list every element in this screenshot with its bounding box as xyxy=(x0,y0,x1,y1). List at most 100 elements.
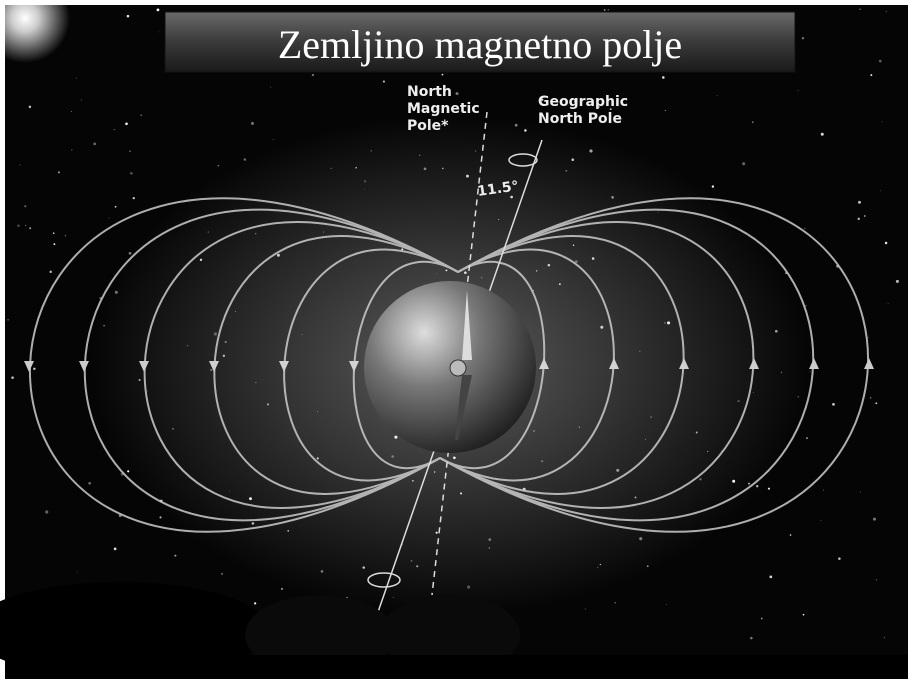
star xyxy=(868,337,869,338)
star xyxy=(29,227,31,229)
star xyxy=(157,9,160,12)
star xyxy=(33,368,35,370)
star xyxy=(838,557,841,560)
label-line: Magnetic xyxy=(407,101,480,117)
star xyxy=(88,482,91,485)
star xyxy=(127,15,130,18)
star xyxy=(802,37,804,39)
star xyxy=(879,60,882,63)
star xyxy=(109,218,110,219)
star xyxy=(7,319,9,321)
star xyxy=(114,129,115,130)
star xyxy=(254,602,256,604)
star xyxy=(115,206,117,208)
star xyxy=(221,573,223,575)
star xyxy=(798,90,799,91)
star xyxy=(662,76,665,79)
star xyxy=(53,243,55,245)
star xyxy=(832,403,835,406)
label-line: North Pole xyxy=(538,111,622,127)
star xyxy=(81,100,82,101)
star xyxy=(888,303,889,304)
star xyxy=(58,171,60,173)
star xyxy=(870,397,871,398)
star xyxy=(858,218,860,220)
star xyxy=(174,555,176,557)
star xyxy=(864,215,866,217)
star xyxy=(880,190,881,191)
slide: Zemljino magnetno polje North Magnetic P… xyxy=(0,0,913,684)
star xyxy=(803,614,805,616)
star xyxy=(129,150,131,152)
star xyxy=(77,571,78,572)
star xyxy=(769,576,772,579)
star xyxy=(752,121,753,122)
star xyxy=(717,95,718,96)
star xyxy=(456,92,459,95)
star xyxy=(24,205,26,207)
star xyxy=(876,579,877,580)
star xyxy=(875,402,877,404)
star xyxy=(25,225,26,226)
star xyxy=(858,201,861,204)
star xyxy=(29,106,31,108)
star xyxy=(886,11,887,12)
star xyxy=(71,149,72,150)
star xyxy=(45,510,48,513)
star xyxy=(251,122,254,125)
star xyxy=(270,87,271,88)
star xyxy=(761,618,763,620)
star xyxy=(125,122,128,125)
star xyxy=(821,520,822,521)
label-line: North xyxy=(407,84,452,100)
star xyxy=(159,32,160,33)
star xyxy=(823,490,824,491)
star xyxy=(11,376,14,379)
star xyxy=(71,111,72,112)
star xyxy=(821,133,824,136)
star xyxy=(615,602,616,603)
star xyxy=(750,637,753,640)
star xyxy=(383,81,385,83)
star xyxy=(804,228,805,229)
star xyxy=(65,235,66,236)
star xyxy=(20,165,21,166)
star xyxy=(873,518,876,521)
star xyxy=(742,162,745,165)
ground xyxy=(5,655,908,679)
compass-pivot xyxy=(450,360,466,376)
star xyxy=(768,488,770,490)
star xyxy=(870,74,872,76)
star xyxy=(896,280,899,283)
star xyxy=(712,185,714,187)
label-line: Pole* xyxy=(407,118,449,134)
star xyxy=(884,637,885,638)
label-line: Geographic xyxy=(538,94,628,110)
star xyxy=(17,225,19,227)
star xyxy=(114,548,117,551)
star xyxy=(141,114,142,115)
star xyxy=(665,110,666,111)
star xyxy=(130,172,132,174)
star xyxy=(860,492,861,493)
star xyxy=(608,9,609,10)
star xyxy=(218,165,220,167)
star xyxy=(585,609,586,610)
star xyxy=(50,271,52,273)
star xyxy=(93,143,96,146)
title: Zemljino magnetno polje xyxy=(278,22,682,67)
star xyxy=(885,242,887,244)
star xyxy=(159,516,161,518)
star xyxy=(53,232,55,234)
star xyxy=(273,139,274,140)
star xyxy=(882,121,883,122)
star xyxy=(604,9,606,11)
star xyxy=(666,604,667,605)
star xyxy=(790,534,792,536)
star xyxy=(312,74,314,76)
star xyxy=(806,437,808,439)
star xyxy=(281,588,283,590)
star xyxy=(133,197,135,199)
star xyxy=(76,78,77,79)
star xyxy=(442,74,444,76)
